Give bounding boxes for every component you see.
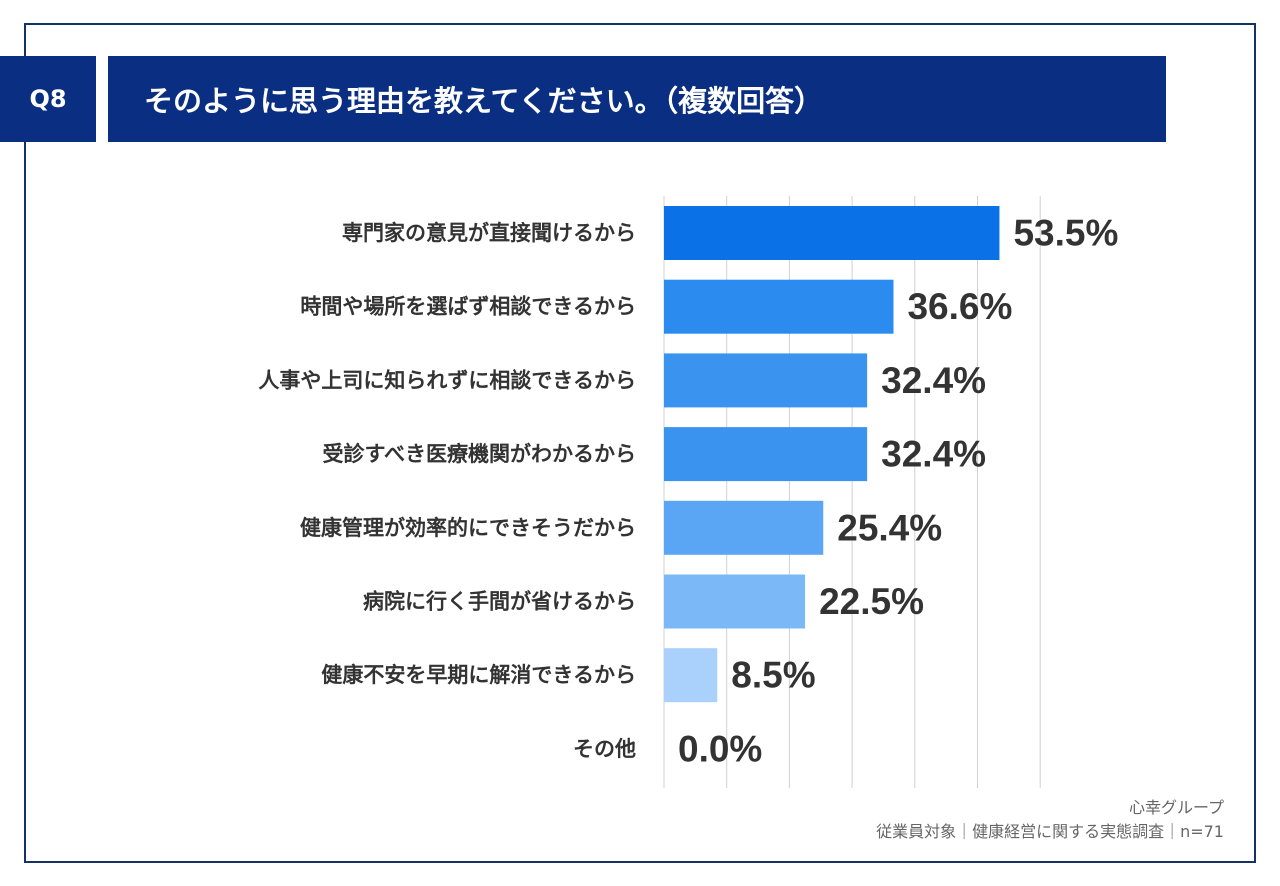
category-label: 専門家の意見が直接聞けるから xyxy=(342,221,636,245)
question-title: そのように思う理由を教えてください。（複数回答） xyxy=(108,56,1166,142)
data-label: 32.4% xyxy=(881,360,986,401)
chart-frame xyxy=(24,23,1256,863)
bar xyxy=(664,427,868,482)
data-label: 25.4% xyxy=(837,507,942,548)
source-organization: 心幸グループ xyxy=(1128,798,1224,817)
category-label: 時間や場所を選ばず相談できるから xyxy=(300,295,636,319)
category-label: 人事や上司に知られずに相談できるから xyxy=(258,368,636,392)
data-label: 32.4% xyxy=(881,434,986,475)
category-label: 受診すべき医療機関がわかるから xyxy=(322,442,636,466)
question-badge: Q8 xyxy=(0,56,96,142)
data-label: 8.5% xyxy=(731,655,815,696)
category-label: その他 xyxy=(573,737,636,761)
category-label: 健康管理が効率的にできそうだから xyxy=(300,516,636,540)
bar xyxy=(664,648,718,703)
category-label: 健康不安を早期に解消できるから xyxy=(321,663,636,687)
bar xyxy=(664,279,894,334)
bar xyxy=(664,574,806,629)
data-label: 0.0% xyxy=(678,728,762,769)
data-label: 22.5% xyxy=(819,581,924,622)
bar xyxy=(664,206,1000,260)
bar xyxy=(664,353,868,408)
category-label: 病院に行く手間が省けるから xyxy=(363,590,636,614)
source-description: 従業員対象｜健康経営に関する実態調査｜n=71 xyxy=(876,822,1224,841)
bar xyxy=(664,500,824,555)
data-label: 53.5% xyxy=(1013,213,1118,254)
data-label: 36.6% xyxy=(907,286,1012,327)
